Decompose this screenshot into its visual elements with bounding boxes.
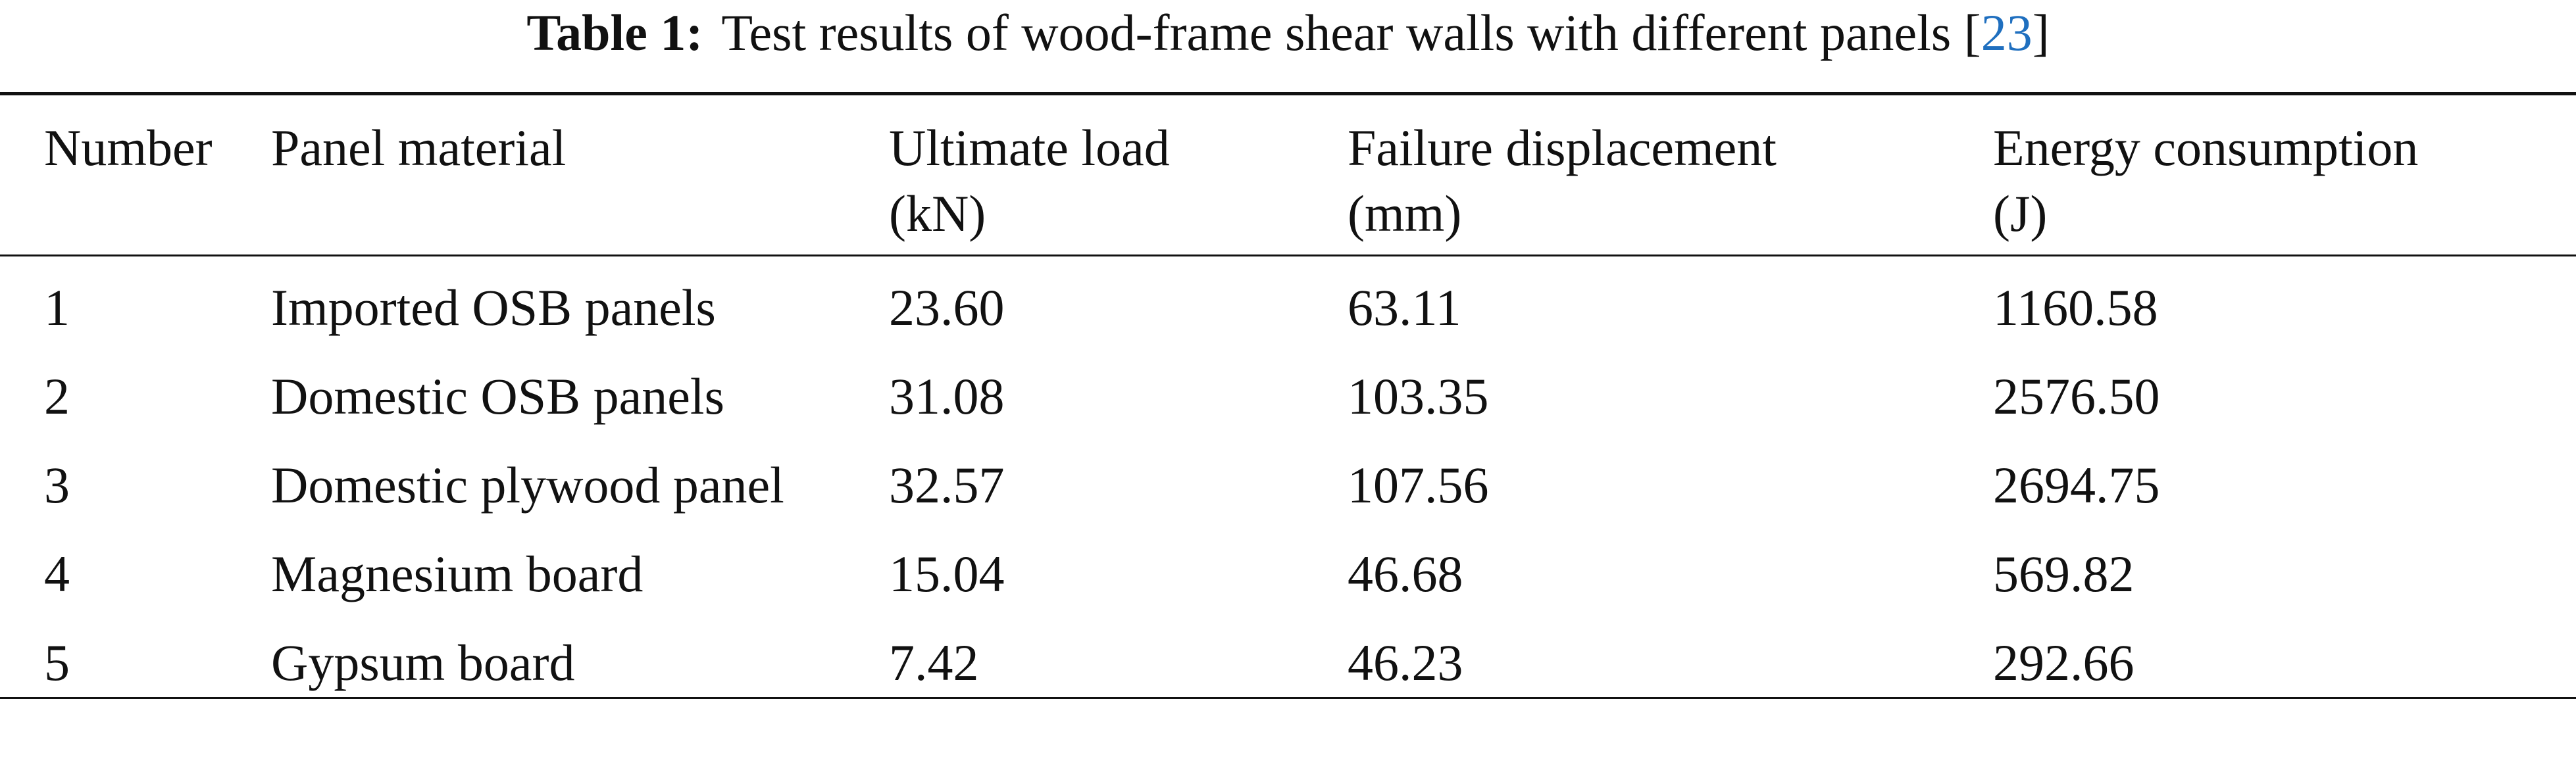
header-cell: Failure displacement (mm) — [1348, 115, 1993, 247]
table-cell: 292.66 — [1993, 634, 2134, 691]
caption-label: Table 1: — [526, 4, 703, 61]
header-row: Number Panel material Ultimate load (kN) Fai… — [0, 115, 2576, 247]
caption-bracket: ] — [2032, 4, 2050, 61]
header-unit: (kN) — [889, 185, 986, 242]
table-row: 4 Magnesium board 15.04 46.68 569.82 — [0, 539, 2576, 628]
table-cell: 23.60 — [889, 279, 1005, 336]
header-cell: Ultimate load (kN) — [889, 115, 1348, 247]
table-caption: Table 1: Test results of wood-frame shear… — [0, 0, 2576, 66]
top-rule — [0, 92, 2576, 95]
caption-bracket: [ — [1963, 4, 1981, 61]
table-cell: 7.42 — [889, 634, 979, 691]
table-cell: 15.04 — [889, 545, 1005, 602]
table-cell: 2 — [44, 368, 70, 425]
citation-link[interactable]: 23 — [1981, 4, 2033, 61]
header-unit: (J) — [1993, 185, 2048, 242]
table-cell: 63.11 — [1348, 279, 1461, 336]
table-cell: 4 — [44, 545, 70, 602]
table-cell: 3 — [44, 456, 70, 514]
table-cell: 31.08 — [889, 368, 1005, 425]
table-cell: 5 — [44, 634, 70, 691]
table-cell: Domestic OSB panels — [271, 368, 724, 425]
header-name: Panel material — [271, 119, 567, 176]
mid-rule — [0, 255, 2576, 256]
header-name: Failure displacement — [1348, 119, 1777, 176]
table-cell: 2694.75 — [1993, 456, 2160, 514]
header-cell: Number — [44, 115, 271, 247]
table-cell: Domestic plywood panel — [271, 456, 784, 514]
header-cell: Energy consumption (J) — [1993, 115, 2519, 247]
bottom-rule — [0, 697, 2576, 699]
table-cell: 103.35 — [1348, 368, 1489, 425]
header-cell: Panel material — [271, 115, 889, 247]
table-cell: 32.57 — [889, 456, 1005, 514]
table-body: 1 Imported OSB panels 23.60 63.11 1160.58 2 Do… — [0, 256, 2576, 697]
table-cell: 46.68 — [1348, 545, 1463, 602]
table-cell: 46.23 — [1348, 634, 1463, 691]
table-cell: Imported OSB panels — [271, 279, 716, 336]
header-name: Energy consumption — [1993, 119, 2419, 176]
header-unit: (mm) — [1348, 185, 1462, 242]
table-header: Number Panel material Ultimate load (kN) Fai… — [0, 95, 2576, 255]
table-cell: 2576.50 — [1993, 368, 2160, 425]
table-cell: 107.56 — [1348, 456, 1489, 514]
header-name: Number — [44, 119, 213, 176]
table-row: 1 Imported OSB panels 23.60 63.11 1160.58 — [0, 273, 2576, 362]
table-row: 3 Domestic plywood panel 32.57 107.56 2694.7… — [0, 450, 2576, 539]
header-name: Ultimate load — [889, 119, 1170, 176]
table-cell: 1 — [44, 279, 70, 336]
caption-text: Test results of wood-frame shear walls w… — [721, 4, 1952, 61]
table-cell: 569.82 — [1993, 545, 2134, 602]
table-row: 2 Domestic OSB panels 31.08 103.35 2576.50 — [0, 362, 2576, 450]
table-cell: Magnesium board — [271, 545, 644, 602]
table-cell: 1160.58 — [1993, 279, 2158, 336]
table-cell: Gypsum board — [271, 634, 575, 691]
table-row: 5 Gypsum board 7.42 46.23 292.66 — [0, 628, 2576, 697]
